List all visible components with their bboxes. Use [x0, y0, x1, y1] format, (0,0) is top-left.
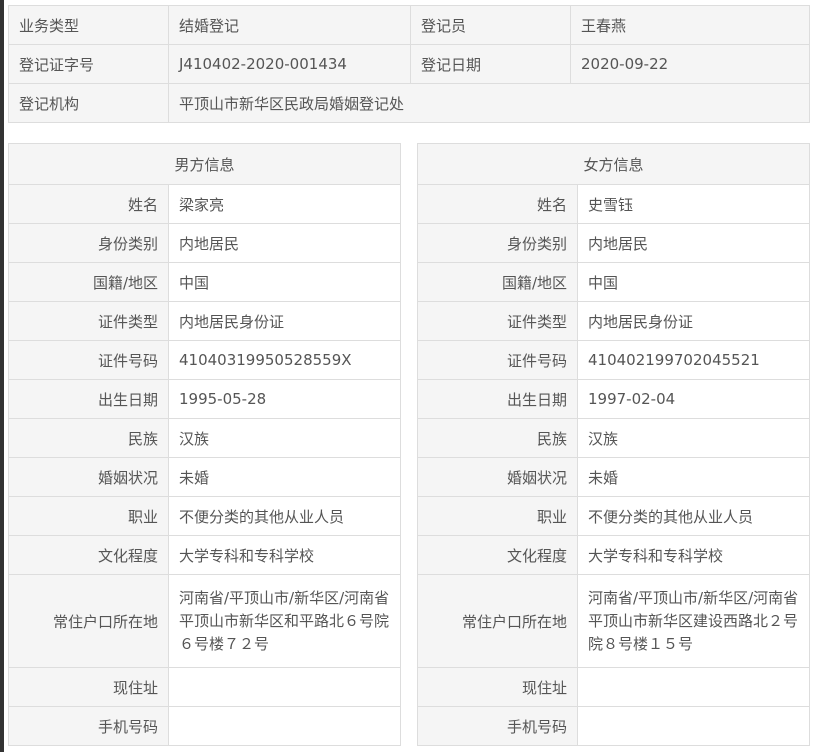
- cert-no-label: 登记证字号: [8, 44, 169, 84]
- table-row: 现住址: [417, 667, 810, 707]
- table-row: 业务类型 结婚登记 登记员 王春燕: [8, 5, 810, 45]
- field-label: 文化程度: [417, 535, 578, 575]
- field-value: 41040319950528559X: [168, 340, 401, 380]
- table-row: 国籍/地区 中国: [8, 262, 401, 302]
- table-row: 登记机构 平顶山市新华区民政局婚姻登记处: [8, 83, 810, 123]
- field-label: 民族: [417, 418, 578, 458]
- table-row: 文化程度 大学专科和专科学校: [8, 535, 401, 575]
- female-info-title: 女方信息: [417, 143, 810, 185]
- field-value: 中国: [168, 262, 401, 302]
- field-label: 手机号码: [417, 706, 578, 746]
- field-value: 汉族: [168, 418, 401, 458]
- field-label: 证件类型: [8, 301, 169, 341]
- field-label: 证件类型: [417, 301, 578, 341]
- field-value: 1997-02-04: [577, 379, 810, 419]
- table-row: 常住户口所在地 河南省/平顶山市/新华区/河南省平顶山市新华区和平路北６号院６号楼…: [8, 574, 401, 668]
- field-value: [168, 667, 401, 707]
- field-label: 现住址: [8, 667, 169, 707]
- male-info-table: 男方信息 姓名 梁家亮 身份类别 内地居民 国籍/地区 中国 证件类型 内地居民身份证 证件号码 4…: [8, 143, 401, 746]
- field-value: 未婚: [168, 457, 401, 497]
- table-row: 手机号码: [8, 706, 401, 746]
- field-label: 出生日期: [417, 379, 578, 419]
- office-label: 登记机构: [8, 83, 169, 123]
- table-row: 出生日期 1995-05-28: [8, 379, 401, 419]
- table-row: 证件号码 41040319950528559X: [8, 340, 401, 380]
- table-row: 现住址: [8, 667, 401, 707]
- field-value: 汉族: [577, 418, 810, 458]
- field-label: 民族: [8, 418, 169, 458]
- table-row: 姓名 梁家亮: [8, 184, 401, 224]
- field-label: 职业: [8, 496, 169, 536]
- field-label: 婚姻状况: [8, 457, 169, 497]
- date-label: 登记日期: [410, 44, 571, 84]
- field-label: 现住址: [417, 667, 578, 707]
- window-edge: [0, 0, 4, 752]
- field-label: 证件号码: [8, 340, 169, 380]
- field-label: 国籍/地区: [8, 262, 169, 302]
- field-label: 出生日期: [8, 379, 169, 419]
- table-row: 手机号码: [417, 706, 810, 746]
- table-row: 国籍/地区 中国: [417, 262, 810, 302]
- table-row: 职业 不便分类的其他从业人员: [8, 496, 401, 536]
- office-value: 平顶山市新华区民政局婚姻登记处: [168, 83, 810, 123]
- field-label: 姓名: [417, 184, 578, 224]
- field-value: 中国: [577, 262, 810, 302]
- field-value: 内地居民身份证: [577, 301, 810, 341]
- table-row: 婚姻状况 未婚: [417, 457, 810, 497]
- business-type-label: 业务类型: [8, 5, 169, 45]
- field-label: 身份类别: [417, 223, 578, 263]
- table-row: 身份类别 内地居民: [417, 223, 810, 263]
- field-value: 内地居民身份证: [168, 301, 401, 341]
- field-value: 梁家亮: [168, 184, 401, 224]
- field-value: 河南省/平顶山市/新华区/河南省平顶山市新华区和平路北６号院６号楼７２号: [168, 574, 401, 668]
- field-value: [577, 706, 810, 746]
- table-row: 证件号码 410402199702045521: [417, 340, 810, 380]
- field-value: 1995-05-28: [168, 379, 401, 419]
- field-value: 内地居民: [168, 223, 401, 263]
- field-label: 常住户口所在地: [417, 574, 578, 668]
- female-info-table: 女方信息 姓名 史雪钰 身份类别 内地居民 国籍/地区 中国 证件类型 内地居民身份证 证件号码 4…: [417, 143, 810, 746]
- registrar-label: 登记员: [410, 5, 571, 45]
- table-row: 登记证字号 J410402-2020-001434 登记日期 2020-09-2…: [8, 44, 810, 84]
- field-value: 未婚: [577, 457, 810, 497]
- table-row: 身份类别 内地居民: [8, 223, 401, 263]
- table-row: 证件类型 内地居民身份证: [417, 301, 810, 341]
- date-value: 2020-09-22: [570, 44, 810, 84]
- registrar-value: 王春燕: [570, 5, 810, 45]
- registration-summary-table: 业务类型 结婚登记 登记员 王春燕 登记证字号 J410402-2020-001…: [8, 5, 810, 123]
- table-row: 出生日期 1997-02-04: [417, 379, 810, 419]
- field-label: 姓名: [8, 184, 169, 224]
- field-label: 身份类别: [8, 223, 169, 263]
- field-value: 内地居民: [577, 223, 810, 263]
- field-label: 婚姻状况: [417, 457, 578, 497]
- business-type-value: 结婚登记: [168, 5, 411, 45]
- table-row: 民族 汉族: [8, 418, 401, 458]
- table-row: 证件类型 内地居民身份证: [8, 301, 401, 341]
- field-label: 手机号码: [8, 706, 169, 746]
- table-row: 职业 不便分类的其他从业人员: [417, 496, 810, 536]
- field-value: 史雪钰: [577, 184, 810, 224]
- field-label: 国籍/地区: [417, 262, 578, 302]
- field-value: 河南省/平顶山市/新华区/河南省平顶山市新华区建设西路北２号院８号楼１５号: [577, 574, 810, 668]
- field-value: 不便分类的其他从业人员: [168, 496, 401, 536]
- male-info-title: 男方信息: [8, 143, 401, 185]
- field-value: 大学专科和专科学校: [577, 535, 810, 575]
- field-value: [168, 706, 401, 746]
- field-label: 常住户口所在地: [8, 574, 169, 668]
- field-label: 文化程度: [8, 535, 169, 575]
- table-row: 姓名 史雪钰: [417, 184, 810, 224]
- table-row: 文化程度 大学专科和专科学校: [417, 535, 810, 575]
- field-label: 职业: [417, 496, 578, 536]
- table-row: 婚姻状况 未婚: [8, 457, 401, 497]
- field-value: 大学专科和专科学校: [168, 535, 401, 575]
- table-row: 常住户口所在地 河南省/平顶山市/新华区/河南省平顶山市新华区建设西路北２号院８号…: [417, 574, 810, 668]
- table-row: 民族 汉族: [417, 418, 810, 458]
- field-label: 证件号码: [417, 340, 578, 380]
- field-value: 不便分类的其他从业人员: [577, 496, 810, 536]
- cert-no-value: J410402-2020-001434: [168, 44, 411, 84]
- field-value: [577, 667, 810, 707]
- field-value: 410402199702045521: [577, 340, 810, 380]
